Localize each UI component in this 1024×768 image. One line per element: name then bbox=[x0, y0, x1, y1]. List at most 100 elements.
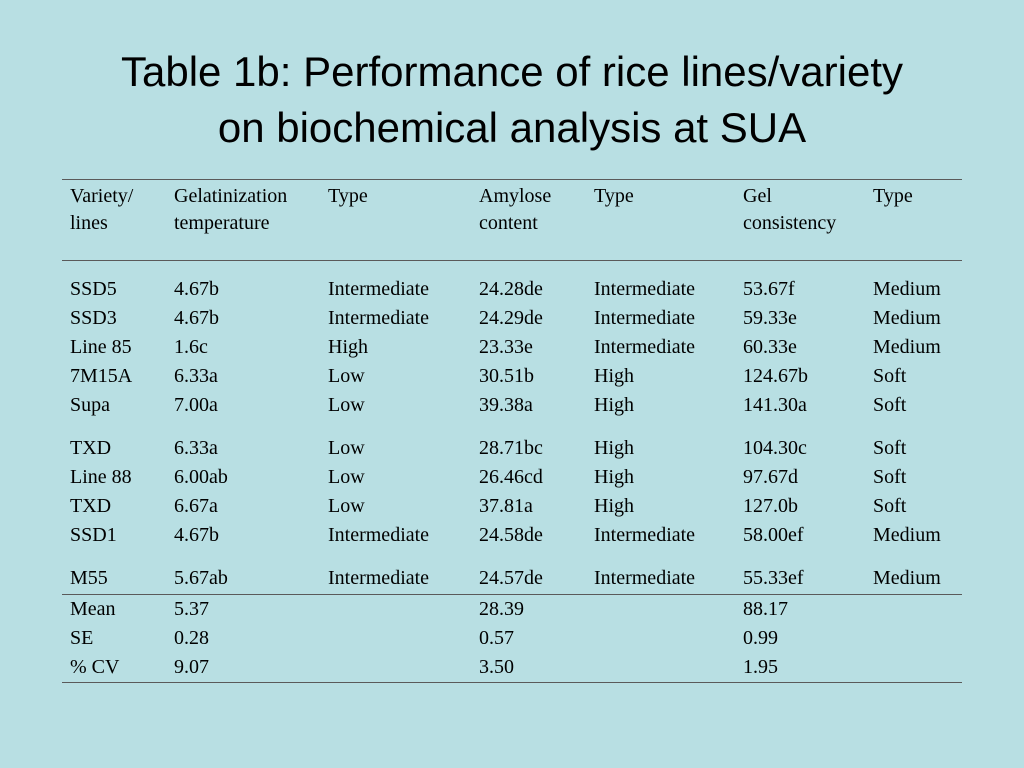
table-cell: Soft bbox=[873, 394, 907, 416]
table-cell: 55.33ef bbox=[735, 550, 865, 595]
table-cell: SSD3 bbox=[70, 307, 117, 329]
table-cell: % CV bbox=[62, 653, 166, 683]
column-header: Type bbox=[320, 179, 471, 261]
table-cell: Medium bbox=[873, 336, 941, 358]
table-cell: 5.67ab bbox=[166, 550, 320, 595]
slide-title-line-1: Table 1b: Performance of rice lines/vari… bbox=[120, 48, 904, 95]
table-cell: Intermediate bbox=[328, 524, 430, 546]
table-cell: Intermediate bbox=[594, 307, 696, 329]
table-cell: 24.58de bbox=[479, 524, 543, 546]
table-cell: Medium bbox=[873, 278, 941, 300]
table-cell bbox=[320, 653, 471, 683]
table-cell: Intermediate bbox=[594, 524, 696, 546]
table-cell: 39.38a bbox=[479, 394, 533, 416]
table-cell: 7.00a bbox=[174, 394, 218, 416]
table-cell: 26.46cd bbox=[479, 466, 543, 488]
table-cell: 30.51b bbox=[479, 365, 534, 387]
table-cell bbox=[586, 595, 735, 625]
table-cell: TXD bbox=[70, 437, 112, 459]
column-header: Gel consistency bbox=[735, 179, 865, 261]
table-cell: 127.0b bbox=[743, 495, 798, 517]
table-row: SSD5 4.67b Intermediate 24.28de Intermed… bbox=[62, 261, 962, 305]
table-cell: 4.67b bbox=[174, 278, 219, 300]
table-cell: High bbox=[594, 365, 634, 387]
table-cell: 58.00ef bbox=[743, 524, 804, 546]
table-cell: 60.33e bbox=[743, 336, 797, 358]
table-row: TXD 6.33a Low 28.71bc High 104.30c Soft bbox=[62, 420, 962, 463]
table-cell: 9.07 bbox=[166, 653, 320, 683]
table-cell: 24.57de bbox=[471, 550, 586, 595]
biochemical-analysis-table: Variety/ lines Gelatinization temperatur… bbox=[62, 179, 962, 683]
table-cell: Soft bbox=[873, 466, 907, 488]
table-row: SSD1 4.67b Intermediate 24.58de Intermed… bbox=[62, 521, 962, 550]
table-cell: Soft bbox=[873, 495, 907, 517]
table-cell: Mean bbox=[70, 598, 116, 620]
table-cell: 97.67d bbox=[743, 466, 798, 488]
table-cell: Soft bbox=[873, 437, 907, 459]
table-cell: 24.29de bbox=[479, 307, 543, 329]
table-cell: 1.6c bbox=[174, 336, 208, 358]
table-cell: Line 88 bbox=[70, 466, 132, 488]
table-cell: Medium bbox=[873, 307, 941, 329]
table-row: 7M15A 6.33a Low 30.51b High 124.67b Soft bbox=[62, 362, 962, 391]
table-cell: High bbox=[594, 466, 634, 488]
stats-row-cv: % CV 9.07 3.50 1.95 bbox=[62, 653, 962, 683]
table-cell: Low bbox=[328, 495, 365, 517]
table-cell: 1.95 bbox=[735, 653, 865, 683]
table-cell: Intermediate bbox=[328, 307, 430, 329]
table-cell: 6.00ab bbox=[174, 466, 228, 488]
table-cell: Intermediate bbox=[320, 550, 471, 595]
column-header: Variety/ lines bbox=[62, 179, 166, 261]
table-cell: Low bbox=[328, 394, 365, 416]
table-cell: Soft bbox=[873, 365, 907, 387]
table-cell: 37.81a bbox=[479, 495, 533, 517]
table-cell: 88.17 bbox=[743, 598, 788, 620]
table-row: Line 88 6.00ab Low 26.46cd High 97.67d S… bbox=[62, 463, 962, 492]
table-cell: SE bbox=[70, 627, 94, 649]
table-cell: M55 bbox=[62, 550, 166, 595]
table-cell: 3.50 bbox=[471, 653, 586, 683]
table-cell: 6.33a bbox=[174, 437, 218, 459]
stats-row-mean: Mean 5.37 28.39 88.17 bbox=[62, 595, 962, 625]
table-cell: 4.67b bbox=[174, 524, 219, 546]
table-cell: SSD5 bbox=[70, 278, 117, 300]
table-cell: 28.71bc bbox=[479, 437, 543, 459]
table-cell bbox=[586, 624, 735, 653]
stats-row-se: SE 0.28 0.57 0.99 bbox=[62, 624, 962, 653]
table-cell: 24.28de bbox=[479, 278, 543, 300]
table-cell: 28.39 bbox=[479, 598, 524, 620]
table-cell: Low bbox=[328, 466, 365, 488]
column-header: Type bbox=[586, 179, 735, 261]
table-cell: 53.67f bbox=[743, 278, 795, 300]
table-cell: 6.67a bbox=[174, 495, 218, 517]
table-header-row: Variety/ lines Gelatinization temperatur… bbox=[62, 179, 962, 261]
table-row: M55 5.67ab Intermediate 24.57de Intermed… bbox=[62, 550, 962, 595]
table-cell: 23.33e bbox=[479, 336, 533, 358]
table-cell bbox=[320, 624, 471, 653]
table-cell: 7M15A bbox=[70, 365, 133, 387]
column-header: Amylose content bbox=[471, 179, 586, 261]
table-cell: High bbox=[328, 336, 368, 358]
table-row: Line 85 1.6c High 23.33e Intermediate 60… bbox=[62, 333, 962, 362]
column-header: Type bbox=[865, 179, 962, 261]
table-cell: 0.99 bbox=[743, 627, 778, 649]
table-cell: 4.67b bbox=[174, 307, 219, 329]
table-cell: 124.67b bbox=[743, 365, 808, 387]
table-cell: 0.28 bbox=[174, 627, 209, 649]
table-cell bbox=[586, 653, 735, 683]
slide-title: Table 1b: Performance of rice lines/vari… bbox=[0, 44, 1024, 156]
table-cell: SSD1 bbox=[70, 524, 117, 546]
table-cell: Intermediate bbox=[594, 336, 696, 358]
table-cell bbox=[865, 595, 962, 625]
table-cell: Low bbox=[328, 437, 365, 459]
table-cell: Low bbox=[328, 365, 365, 387]
table-cell bbox=[865, 624, 962, 653]
table-cell: High bbox=[594, 394, 634, 416]
table-cell bbox=[320, 595, 471, 625]
table-cell: Medium bbox=[865, 550, 962, 595]
table-row: SSD3 4.67b Intermediate 24.29de Intermed… bbox=[62, 304, 962, 333]
table-row: TXD 6.67a Low 37.81a High 127.0b Soft bbox=[62, 492, 962, 521]
slide-title-line-2: on biochemical analysis at SUA bbox=[217, 104, 807, 151]
table-cell bbox=[865, 653, 962, 683]
table-cell: Intermediate bbox=[328, 278, 430, 300]
